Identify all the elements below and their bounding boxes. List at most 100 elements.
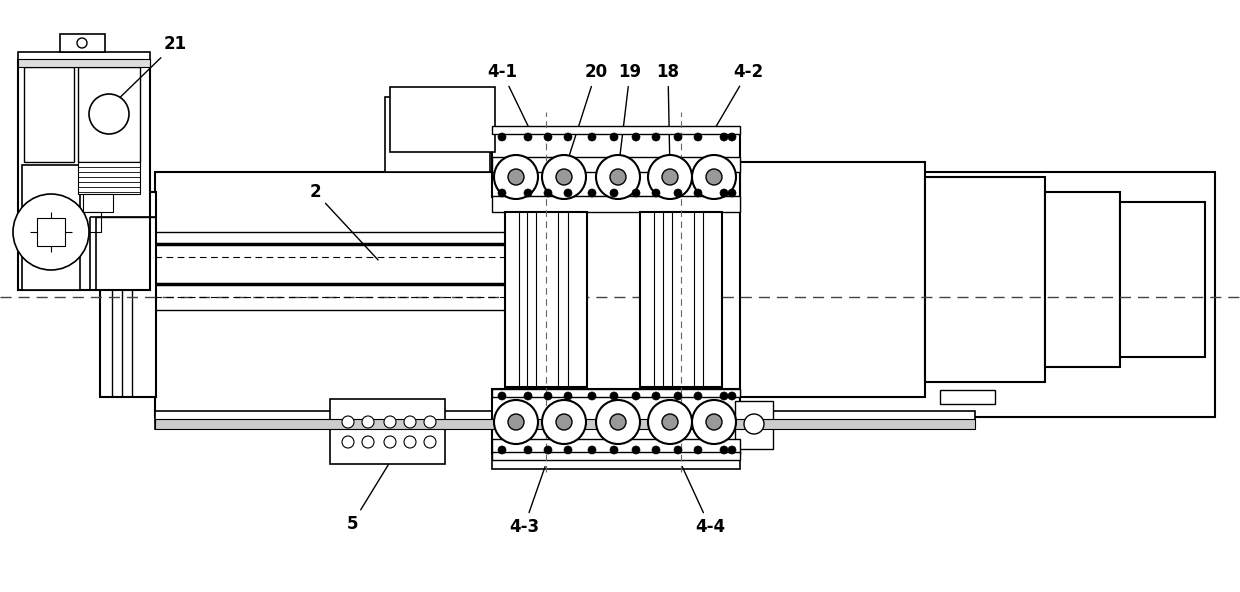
Circle shape [610,169,626,185]
Text: 4-3: 4-3 [508,466,546,536]
Circle shape [649,155,692,199]
Bar [155,419,975,429]
Circle shape [675,133,682,141]
Circle shape [404,436,415,448]
Circle shape [342,436,353,448]
Circle shape [525,446,532,454]
Circle shape [675,392,682,400]
Circle shape [384,436,396,448]
Circle shape [652,133,660,141]
Circle shape [498,446,506,454]
Bar [78,67,140,162]
Circle shape [694,189,702,197]
Bar [155,172,1215,417]
Circle shape [720,446,728,454]
Bar [1045,192,1120,367]
Bar [492,196,740,212]
Bar [1120,202,1205,357]
Bar [330,399,445,464]
Text: 20: 20 [565,63,608,169]
Circle shape [649,400,692,444]
Circle shape [694,133,702,141]
Bar [735,401,773,449]
Circle shape [632,392,640,400]
Circle shape [342,416,353,428]
Circle shape [362,416,374,428]
Bar [492,389,740,454]
Circle shape [632,446,640,454]
Bar [492,157,740,172]
Circle shape [556,414,572,430]
Text: 4-1: 4-1 [487,63,528,127]
Circle shape [632,133,640,141]
Circle shape [542,155,587,199]
Circle shape [610,446,618,454]
Circle shape [89,94,129,134]
Circle shape [596,155,640,199]
Circle shape [596,400,640,444]
Bar [19,60,150,290]
Bar [78,162,140,194]
Circle shape [12,194,89,270]
Circle shape [498,392,506,400]
Circle shape [564,446,572,454]
Circle shape [610,414,626,430]
Text: 5: 5 [346,464,388,533]
Circle shape [564,392,572,400]
Circle shape [588,392,596,400]
Circle shape [564,133,572,141]
Text: 18: 18 [656,63,680,169]
Bar [22,165,81,290]
Circle shape [662,169,678,185]
Circle shape [720,189,728,197]
Circle shape [706,414,722,430]
Circle shape [652,189,660,197]
Bar [100,192,156,397]
Circle shape [498,133,506,141]
Circle shape [728,446,737,454]
Circle shape [525,133,532,141]
Bar [155,411,975,429]
Circle shape [404,416,415,428]
Bar [19,59,150,67]
Circle shape [77,38,87,48]
Circle shape [544,392,552,400]
Bar [24,67,74,162]
Circle shape [610,392,618,400]
Circle shape [675,446,682,454]
Circle shape [694,392,702,400]
Bar [19,52,150,67]
Text: 21: 21 [107,35,186,110]
Circle shape [694,446,702,454]
Bar [492,126,740,134]
Bar [492,132,740,197]
Bar [940,390,994,404]
Bar [391,87,495,152]
Bar [492,389,740,397]
Bar [37,218,64,246]
Circle shape [610,133,618,141]
Circle shape [424,436,436,448]
Circle shape [525,392,532,400]
Circle shape [544,189,552,197]
Circle shape [706,169,722,185]
Circle shape [508,169,525,185]
Circle shape [652,446,660,454]
Circle shape [662,414,678,430]
Circle shape [362,436,374,448]
Bar [60,34,105,52]
Circle shape [692,400,737,444]
Circle shape [588,189,596,197]
Bar [740,162,925,397]
Text: 4-2: 4-2 [715,63,763,128]
Circle shape [424,416,436,428]
Circle shape [588,446,596,454]
Text: 4-4: 4-4 [682,466,725,536]
Circle shape [728,133,737,141]
Circle shape [498,189,506,197]
Bar [384,97,490,172]
Circle shape [675,189,682,197]
Circle shape [588,133,596,141]
Bar [505,212,587,387]
Circle shape [494,155,538,199]
